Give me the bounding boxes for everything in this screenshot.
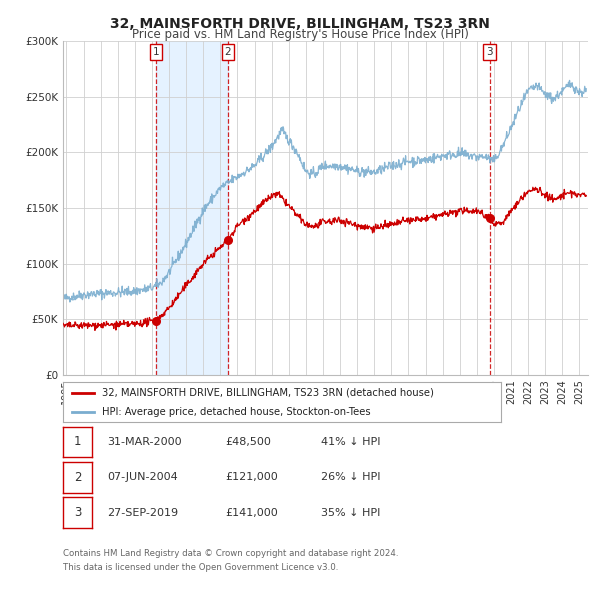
Text: 3: 3 xyxy=(74,506,81,519)
Text: £141,000: £141,000 xyxy=(225,508,278,517)
Text: £48,500: £48,500 xyxy=(225,437,271,447)
Text: 41% ↓ HPI: 41% ↓ HPI xyxy=(321,437,380,447)
Text: 27-SEP-2019: 27-SEP-2019 xyxy=(107,508,178,517)
Text: HPI: Average price, detached house, Stockton-on-Tees: HPI: Average price, detached house, Stoc… xyxy=(103,407,371,417)
Text: 2: 2 xyxy=(224,47,231,57)
Text: 31-MAR-2000: 31-MAR-2000 xyxy=(107,437,181,447)
Text: 35% ↓ HPI: 35% ↓ HPI xyxy=(321,508,380,517)
Text: 32, MAINSFORTH DRIVE, BILLINGHAM, TS23 3RN (detached house): 32, MAINSFORTH DRIVE, BILLINGHAM, TS23 3… xyxy=(103,388,434,398)
Text: £121,000: £121,000 xyxy=(225,473,278,482)
Text: Price paid vs. HM Land Registry's House Price Index (HPI): Price paid vs. HM Land Registry's House … xyxy=(131,28,469,41)
Text: Contains HM Land Registry data © Crown copyright and database right 2024.: Contains HM Land Registry data © Crown c… xyxy=(63,549,398,558)
Bar xyxy=(156,41,228,375)
Text: This data is licensed under the Open Government Licence v3.0.: This data is licensed under the Open Gov… xyxy=(63,563,338,572)
Text: 32, MAINSFORTH DRIVE, BILLINGHAM, TS23 3RN: 32, MAINSFORTH DRIVE, BILLINGHAM, TS23 3… xyxy=(110,17,490,31)
Text: 1: 1 xyxy=(153,47,160,57)
Text: 26% ↓ HPI: 26% ↓ HPI xyxy=(321,473,380,482)
Text: 1: 1 xyxy=(74,435,81,448)
Text: 3: 3 xyxy=(487,47,493,57)
Text: 2: 2 xyxy=(74,471,81,484)
Text: 07-JUN-2004: 07-JUN-2004 xyxy=(107,473,178,482)
